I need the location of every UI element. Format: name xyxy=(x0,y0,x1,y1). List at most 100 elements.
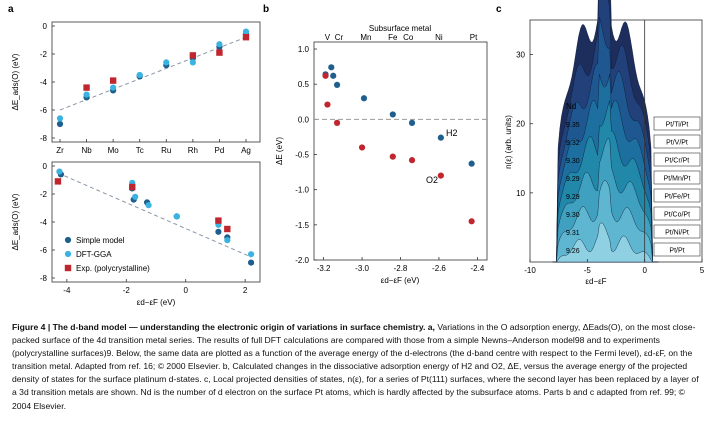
data-point xyxy=(189,59,196,66)
nd-value: 9.31 xyxy=(566,230,580,237)
series-label: Pt/Pt xyxy=(669,248,684,255)
data-point xyxy=(328,64,335,71)
series-label-box xyxy=(653,152,701,167)
y-tick-label: -6 xyxy=(40,246,48,255)
panel-b: Subsurface metal 1.0 0.5 0.0 -0.5 -1.0 -1.5 -2… xyxy=(275,24,488,285)
panel-b-xlabel: εd−εF (eV) xyxy=(381,276,420,285)
legend-label: DFT-GGA xyxy=(76,250,112,259)
y-tick-label: 0.5 xyxy=(298,80,310,89)
x-tick-label: Nb xyxy=(81,146,92,155)
data-point xyxy=(408,157,416,164)
data-point xyxy=(322,72,329,79)
data-point xyxy=(224,237,231,244)
legend-marker xyxy=(64,264,72,272)
series-label-box xyxy=(653,206,701,221)
series-label-box xyxy=(653,224,701,239)
data-point xyxy=(83,91,90,98)
top-element-label: Cr xyxy=(335,33,344,42)
nd-value: 9.30 xyxy=(566,158,580,165)
x-tick-label: 0 xyxy=(183,286,188,295)
y-tick-label: -0.5 xyxy=(295,151,309,160)
y-tick-label: 0.0 xyxy=(298,115,310,124)
trend-line xyxy=(59,36,247,111)
series-label-box xyxy=(653,188,701,203)
nd-value: 9.32 xyxy=(566,140,580,147)
x-tick-label: -10 xyxy=(524,266,536,275)
series-label: Pt/V/Pt xyxy=(666,140,688,147)
panel-a-bottom-marks xyxy=(54,168,255,266)
trend-line xyxy=(57,172,252,258)
x-tick-label: Pd xyxy=(215,146,225,155)
data-point xyxy=(242,28,250,35)
series-label: Pt/Ti/Pt xyxy=(666,122,689,129)
figure-canvas: a b c 0 -2 -4 -6 -8 Zr Nb Mo Tc Ru Rh Pd Ag ΔE_ads(O… xyxy=(8,0,705,307)
panel-a-bottom-legend: Simple model DFT-GGA Exp. (polycrystalline… xyxy=(64,236,150,273)
data-point xyxy=(215,228,222,235)
legend-marker xyxy=(64,250,72,258)
panel-a-bottom-axes: 0 -2 -4 -6 -8 -4 -2 0 2 xyxy=(40,162,248,295)
y-tick-label: -2 xyxy=(40,50,48,59)
x-tick-label: -4 xyxy=(63,286,71,295)
panel-a-top: 0 -2 -4 -6 -8 Zr Nb Mo Tc Ru Rh Pd Ag ΔE_ads(O) (eV) xyxy=(11,21,261,155)
panel-c-ylabel: n(ε) (arb. units) xyxy=(504,115,513,169)
y-tick-label: -2.0 xyxy=(295,256,309,265)
nd-value: 9.30 xyxy=(566,212,580,219)
panel-b-label: b xyxy=(263,4,269,15)
x-tick-label: Zr xyxy=(56,146,64,155)
x-tick-label: Tc xyxy=(136,146,144,155)
x-tick-label: -2 xyxy=(123,286,131,295)
panel-b-annotation-h2: H2 xyxy=(446,128,458,138)
panel-a-bottom-ylabel: ΔE_ads(O) (eV) xyxy=(11,193,20,250)
x-tick-label: -5 xyxy=(584,266,592,275)
data-point xyxy=(437,172,444,179)
y-tick-label: 0 xyxy=(43,162,48,171)
caption-lead: Figure 4 | The d-band model — understand… xyxy=(12,322,435,332)
data-point xyxy=(389,111,396,118)
x-tick-label: 0 xyxy=(642,266,647,275)
data-point xyxy=(437,134,444,141)
x-tick-label: -3.0 xyxy=(355,264,369,273)
panel-a-top-axes: 0 -2 -4 -6 -8 Zr Nb Mo Tc Ru Rh Pd Ag xyxy=(40,22,251,155)
data-point xyxy=(468,160,475,167)
legend-label: Exp. (polycrystalline) xyxy=(76,264,150,273)
data-point xyxy=(333,81,341,88)
panel-b-annotation-o2: O2 xyxy=(426,175,438,185)
data-point xyxy=(468,218,475,225)
legend-label: Simple model xyxy=(76,236,125,245)
panel-c-labels: 9.35 Pt/Ti/Pt 9.32 Pt/V/Pt 9.30 Pt/Cr/Pt 9.29 P… xyxy=(566,116,701,257)
x-tick-label: -2.4 xyxy=(470,264,484,273)
panel-a-top-marks xyxy=(56,28,250,128)
y-tick-label: -8 xyxy=(40,274,48,283)
data-point xyxy=(216,49,223,56)
figure-caption: Figure 4 | The d-band model — understand… xyxy=(12,321,702,413)
x-tick-label: Ru xyxy=(161,146,171,155)
series-label: Pt/Fe/Pt xyxy=(664,194,689,201)
nd-value: 9.29 xyxy=(566,176,580,183)
series-label-box xyxy=(653,242,701,257)
panel-b-title: Subsurface metal xyxy=(369,24,431,33)
data-point xyxy=(333,119,341,126)
data-point xyxy=(56,168,63,175)
data-point xyxy=(173,213,180,220)
data-point xyxy=(247,251,255,258)
data-point xyxy=(408,119,416,126)
y-tick-label: 1.0 xyxy=(298,45,310,54)
panel-c-nd-header: Nd xyxy=(566,102,576,111)
y-tick-label: 20 xyxy=(516,120,525,129)
panel-c-axes: 10 20 30 -10 -5 0 5 xyxy=(516,51,705,275)
series-label: Pt/Co/Pt xyxy=(664,212,690,219)
top-element-label: V xyxy=(325,33,331,42)
x-tick-label: Ag xyxy=(241,146,251,155)
y-tick-label: -6 xyxy=(40,106,48,115)
panel-a-bottom: 0 -2 -4 -6 -8 -4 -2 0 2 Simple model DFT-GGA Exp. … xyxy=(11,161,261,307)
data-point xyxy=(136,71,143,79)
data-point xyxy=(129,183,136,191)
panel-b-ylabel: ΔE (eV) xyxy=(275,137,284,165)
data-point xyxy=(110,84,117,91)
top-element-label: Pt xyxy=(470,33,478,42)
x-tick-label: -3.2 xyxy=(317,264,331,273)
data-point xyxy=(242,34,250,41)
data-point xyxy=(189,52,197,59)
data-point xyxy=(324,101,331,108)
panel-c-dos-areas xyxy=(552,0,659,263)
